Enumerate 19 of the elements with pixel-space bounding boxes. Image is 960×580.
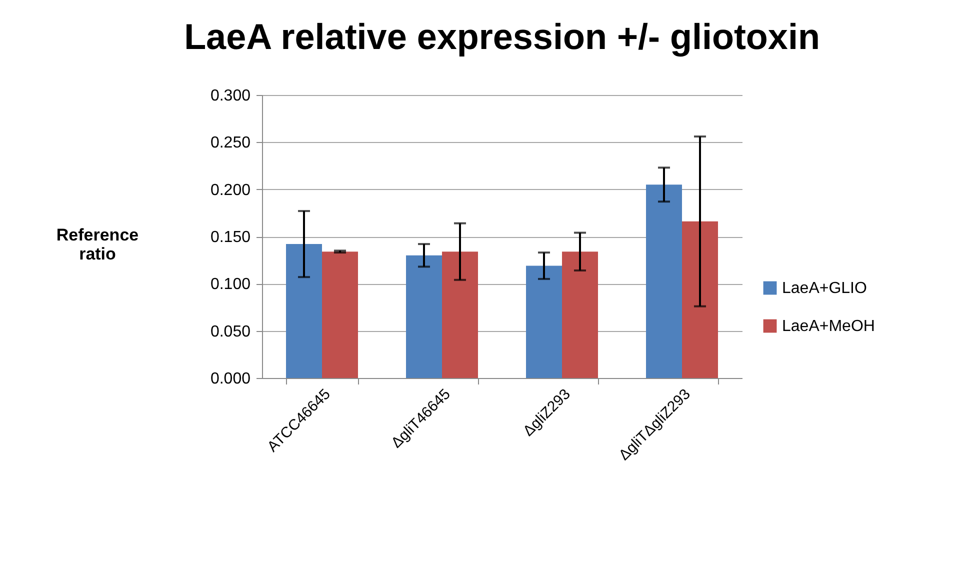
y-tick-label: 0.000 [210,370,251,388]
bar [322,252,358,378]
bar [286,244,322,378]
y-tick-label: 0.250 [210,134,251,152]
bar [526,266,562,378]
y-tick-label: 0.050 [210,323,251,340]
y-axis-title: Reference ratio [56,226,139,264]
legend-label: LaeA+MeOH [782,318,875,335]
chart-title: LaeA relative expression +/- gliotoxin [184,16,820,57]
bar [442,252,478,378]
y-tick-label: 0.300 [210,88,251,104]
bar [406,255,442,378]
y-tick-label: 0.100 [210,276,251,294]
legend-label: LaeA+GLIO [782,280,867,297]
bar [646,184,682,378]
bar [562,252,598,378]
y-tick-label: 0.200 [210,182,251,199]
y-tick-label: 0.150 [210,229,251,246]
bar [682,221,718,378]
